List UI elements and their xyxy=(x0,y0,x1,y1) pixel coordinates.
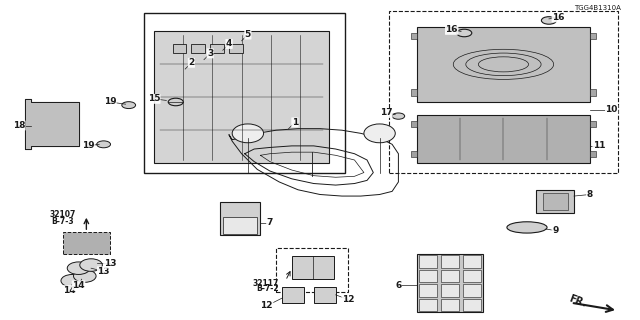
Text: TGG4B1310A: TGG4B1310A xyxy=(574,5,621,11)
Text: 1: 1 xyxy=(292,118,298,127)
Bar xyxy=(441,255,460,268)
Text: 3: 3 xyxy=(207,49,213,58)
Text: 13: 13 xyxy=(97,267,110,276)
Bar xyxy=(389,11,618,172)
Ellipse shape xyxy=(80,259,102,271)
Bar xyxy=(589,121,596,127)
Bar xyxy=(419,284,437,297)
Text: 12: 12 xyxy=(342,295,355,304)
Ellipse shape xyxy=(232,124,264,143)
Text: 11: 11 xyxy=(593,141,605,150)
Bar xyxy=(411,89,417,96)
Polygon shape xyxy=(25,99,79,149)
Bar xyxy=(589,89,596,96)
Bar xyxy=(463,255,481,268)
Text: 4: 4 xyxy=(226,39,232,48)
Ellipse shape xyxy=(97,141,111,148)
Bar xyxy=(191,44,205,53)
Ellipse shape xyxy=(168,98,183,106)
Bar xyxy=(223,217,257,234)
Text: 14: 14 xyxy=(72,281,85,290)
Ellipse shape xyxy=(541,17,556,24)
Bar xyxy=(229,44,243,53)
Bar xyxy=(589,151,596,157)
Ellipse shape xyxy=(364,124,396,143)
Bar xyxy=(411,121,417,127)
Text: 18: 18 xyxy=(13,121,25,130)
Bar xyxy=(419,269,437,282)
Bar xyxy=(441,284,460,297)
Bar xyxy=(211,44,224,53)
Text: B-7-2: B-7-2 xyxy=(257,284,279,293)
Ellipse shape xyxy=(74,270,96,282)
Text: 5: 5 xyxy=(244,30,251,39)
Bar xyxy=(417,254,483,312)
Text: 6: 6 xyxy=(396,281,401,290)
Bar xyxy=(282,287,305,303)
Text: 2: 2 xyxy=(188,58,195,67)
Text: 7: 7 xyxy=(267,218,273,227)
Bar xyxy=(441,299,460,311)
Bar xyxy=(154,31,330,163)
Text: 32107: 32107 xyxy=(50,210,76,220)
Text: B-7-3: B-7-3 xyxy=(52,217,74,226)
Text: 17: 17 xyxy=(380,108,392,117)
Text: 32117: 32117 xyxy=(253,279,279,288)
Bar xyxy=(145,12,345,172)
Text: 19: 19 xyxy=(82,141,94,150)
Ellipse shape xyxy=(61,275,84,287)
Bar xyxy=(543,193,568,210)
Text: 8: 8 xyxy=(587,190,593,199)
Bar xyxy=(276,248,348,292)
Text: 10: 10 xyxy=(605,105,618,114)
Bar xyxy=(417,115,589,163)
Bar xyxy=(463,299,481,311)
Bar xyxy=(292,256,335,279)
Text: 12: 12 xyxy=(260,301,273,310)
Bar xyxy=(220,202,260,235)
Bar xyxy=(463,269,481,282)
Bar xyxy=(419,255,437,268)
Ellipse shape xyxy=(457,29,472,37)
Ellipse shape xyxy=(122,102,136,108)
Ellipse shape xyxy=(67,262,90,275)
Bar xyxy=(589,33,596,39)
Text: 14: 14 xyxy=(63,286,76,295)
Text: 19: 19 xyxy=(104,98,116,107)
Ellipse shape xyxy=(507,222,547,233)
Bar xyxy=(411,151,417,157)
Bar xyxy=(536,190,574,213)
Text: 16: 16 xyxy=(552,13,564,22)
Text: 15: 15 xyxy=(148,94,160,103)
Bar xyxy=(419,299,437,311)
Bar xyxy=(63,232,110,254)
Bar xyxy=(314,287,336,303)
Text: 16: 16 xyxy=(445,25,458,34)
Bar xyxy=(173,44,186,53)
Ellipse shape xyxy=(392,113,404,119)
Text: 13: 13 xyxy=(104,259,116,268)
Bar xyxy=(441,269,460,282)
Text: FR.: FR. xyxy=(568,293,588,309)
Text: 9: 9 xyxy=(552,226,558,235)
Bar xyxy=(463,284,481,297)
Bar xyxy=(411,33,417,39)
Bar xyxy=(417,27,589,102)
